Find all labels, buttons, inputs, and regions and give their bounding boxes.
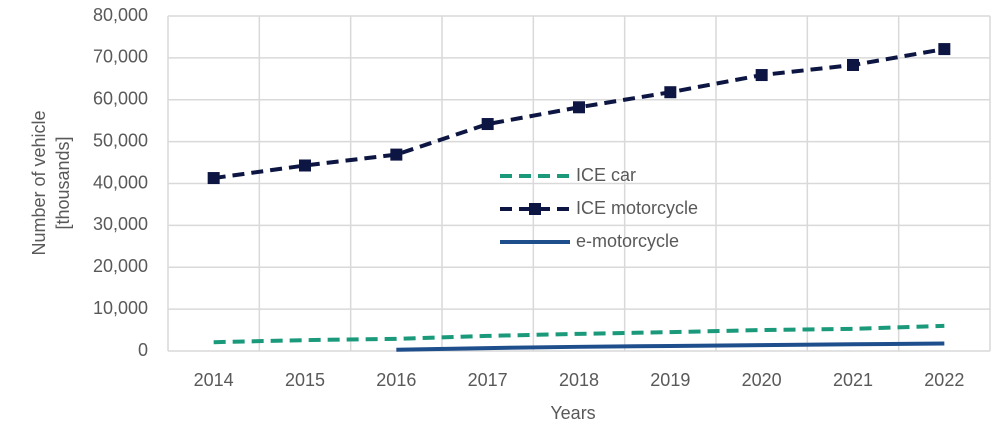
legend-marker [529, 203, 541, 215]
x-tick-label: 2018 [559, 370, 599, 390]
marker [938, 43, 951, 56]
y-tick-label: 40,000 [93, 172, 148, 192]
y-tick-label: 70,000 [93, 47, 148, 67]
marker [573, 101, 585, 114]
x-axis-label: Years [550, 403, 595, 423]
y-tick-label: 30,000 [93, 214, 148, 234]
marker [847, 58, 859, 71]
y-axis-label-line: [thousands] [53, 136, 73, 229]
x-tick-label: 2019 [650, 370, 690, 390]
y-tick-label: 10,000 [93, 298, 148, 318]
y-tick-label: 0 [138, 340, 148, 360]
legend-label: e-motorcycle [576, 231, 679, 251]
x-tick-label: 2014 [194, 370, 234, 390]
x-tick-label: 2020 [742, 370, 782, 390]
x-tick-label: 2016 [376, 370, 416, 390]
series-line [213, 47, 945, 181]
y-tick-label: 80,000 [93, 5, 148, 25]
series-line [396, 341, 945, 352]
marker [299, 159, 311, 172]
x-tick-label: 2021 [833, 370, 873, 390]
y-axis-label: Number of vehicle [thousands] [29, 110, 73, 255]
x-tick-label: 2017 [468, 370, 508, 390]
y-tick-label: 60,000 [93, 89, 148, 109]
legend-label: ICE motorcycle [576, 198, 698, 218]
series-line [213, 323, 945, 345]
marker [755, 69, 768, 82]
marker [207, 172, 220, 185]
marker [481, 118, 494, 131]
legend-label: ICE car [576, 165, 636, 185]
marker [390, 148, 403, 161]
x-tick-label: 2022 [924, 370, 964, 390]
y-tick-label: 50,000 [93, 130, 148, 150]
x-tick-label: 2015 [285, 370, 325, 390]
y-tick-label: 20,000 [93, 256, 148, 276]
y-axis-label-line: Number of vehicle [29, 110, 49, 255]
marker [664, 86, 677, 99]
